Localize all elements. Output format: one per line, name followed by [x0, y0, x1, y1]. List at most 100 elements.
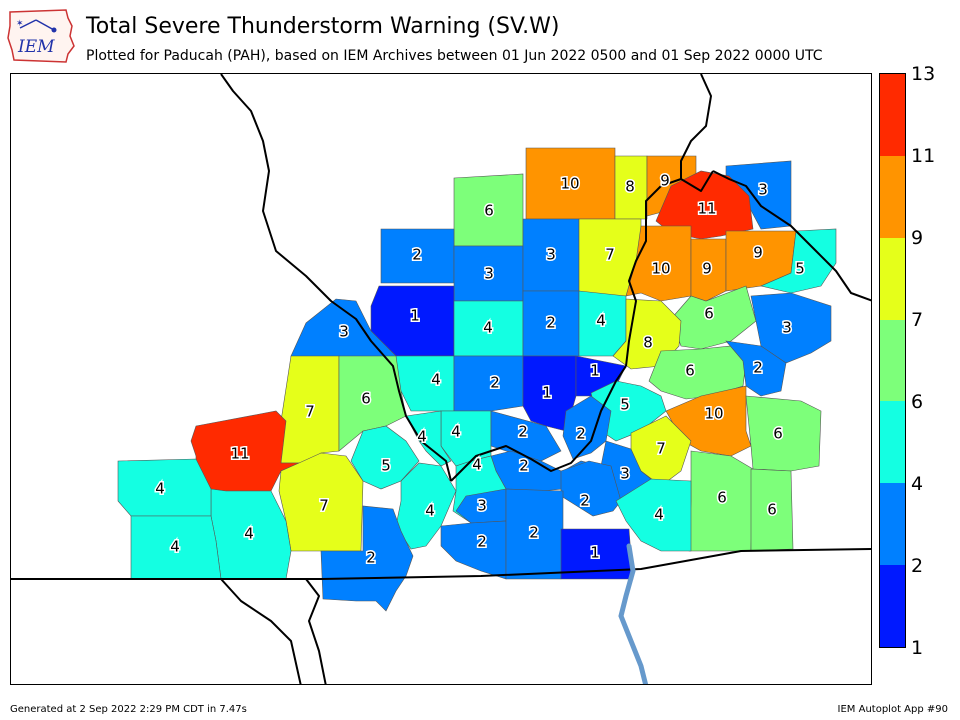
county-count-label: 2: [580, 492, 590, 510]
county-polygon: [725, 340, 787, 397]
county-count-label: 6: [685, 362, 695, 380]
county-polygon: [453, 355, 524, 412]
county-count-label: 9: [753, 244, 763, 262]
app-credit: IEM Autoplot App #90: [837, 704, 948, 715]
county-count-label: 1: [410, 307, 420, 325]
county-count-label: 1: [590, 362, 600, 380]
county-count-label: 10: [651, 260, 670, 278]
colorbar-band-1-2: [880, 565, 905, 647]
colorbar-label: 13: [911, 63, 936, 85]
county-polygon: [560, 460, 622, 517]
colorbar-band-2-4: [880, 483, 905, 566]
county-count-label: 2: [412, 246, 422, 264]
county-count-label: 1: [542, 384, 552, 402]
map-panel: 6 10 8 9 3 11 2 3 3 7 10 9 9 5 1 4 2 4 6 3 8 3 4 2 1 1 6 2 7 6 5 10 6 4 2 2…: [10, 73, 872, 685]
county-count-label: 8: [643, 334, 653, 352]
county-polygon: [130, 515, 222, 580]
county-count-label: 9: [660, 172, 670, 190]
county-count-label: 6: [767, 501, 777, 519]
colorbar-label: 2: [911, 555, 924, 577]
county-count-label: 2: [519, 457, 529, 475]
county-count-label: 4: [155, 480, 165, 498]
state-border-mo-south: [305, 578, 327, 684]
county-count-label: 3: [339, 323, 349, 341]
county-count-label: 4: [483, 319, 493, 337]
county-polygon: [338, 355, 407, 452]
county-count-label: 3: [484, 265, 494, 283]
generated-timestamp: Generated at 2 Sep 2022 2:29 PM CDT in 7…: [10, 704, 247, 715]
county-count-label: 6: [484, 202, 494, 220]
county-count-label: 3: [546, 246, 556, 264]
county-count-label: 4: [451, 423, 461, 441]
county-polygon: [615, 478, 692, 552]
county-polygon: [750, 468, 794, 552]
county-count-label: 5: [795, 260, 805, 278]
county-count-label: 3: [620, 465, 630, 483]
county-count-label: 4: [244, 525, 254, 543]
county-count-label: 10: [704, 405, 723, 423]
colorbar-band-11-13: [880, 74, 905, 156]
county-count-label: 6: [717, 489, 727, 507]
county-count-label: 4: [654, 506, 664, 524]
county-count-label: 6: [361, 390, 371, 408]
page-title: Total Severe Thunderstorm Warning (SV.W): [86, 14, 560, 39]
county-polygon: [750, 292, 832, 364]
county-count-label: 2: [546, 314, 556, 332]
county-polygon: [562, 395, 612, 460]
county-count-label: 6: [773, 425, 783, 443]
county-polygon: [320, 505, 414, 612]
county-polygon: [440, 520, 507, 580]
colorbar-label: 7: [911, 309, 924, 331]
colorbar-label: 6: [911, 391, 924, 413]
county-count-label: 9: [702, 260, 712, 278]
county-polygon: [278, 452, 364, 552]
county-count-label: 4: [417, 428, 427, 446]
county-polygon: [690, 238, 727, 302]
county-count-label: 2: [576, 425, 586, 443]
county-polygon: [395, 462, 457, 550]
county-count-label: 5: [620, 396, 630, 414]
state-border-mo-ar: [220, 578, 302, 684]
logo-text: IEM: [17, 37, 55, 57]
county-count-label: 7: [319, 497, 329, 515]
colorbar-band-4-6: [880, 401, 905, 484]
state-border-il-ky: [450, 365, 627, 482]
county-polygon: [760, 228, 837, 294]
colorbar-band-7-9: [880, 237, 905, 320]
county-count-label: 7: [305, 403, 315, 421]
county-polygon: [745, 395, 822, 472]
colorbar-label: 11: [911, 145, 936, 167]
county-count-label: 4: [431, 371, 441, 389]
county-count-label: 2: [477, 533, 487, 551]
county-count-label: 11: [230, 445, 249, 463]
county-count-label: 6: [704, 305, 714, 323]
county-count-label: 2: [753, 359, 763, 377]
county-count-label: 4: [170, 538, 180, 556]
state-border-ky-tn: [11, 548, 871, 580]
state-border-mo-il: [220, 74, 452, 482]
county-count-label: 7: [605, 246, 615, 264]
county-count-label: 2: [518, 423, 528, 441]
county-count-label: 2: [366, 549, 376, 567]
county-count-label: 3: [477, 497, 487, 515]
county-count-label: 10: [560, 175, 579, 193]
page-subtitle: Plotted for Paducah (PAH), based on IEM …: [86, 48, 823, 64]
state-border-il-in: [625, 170, 714, 367]
state-border-in-north: [680, 74, 712, 179]
county-count-label: 1: [590, 544, 600, 562]
colorbar: [879, 73, 906, 648]
county-count-label: 3: [782, 319, 792, 337]
county-count-label: 4: [596, 312, 606, 330]
iem-logo: ✶ IEM: [6, 6, 76, 64]
colorbar-label: 4: [911, 473, 924, 495]
county-count-label: 7: [656, 440, 666, 458]
county-count-label: 2: [490, 374, 500, 392]
county-count-label: 11: [697, 200, 716, 218]
county-count-label: 5: [381, 457, 391, 475]
colorbar-band-9-11: [880, 155, 905, 238]
county-count-label: 2: [529, 524, 539, 542]
colorbar-label: 1: [911, 637, 924, 659]
colorbar-label: 9: [911, 227, 924, 249]
county-count-label: 3: [758, 181, 768, 199]
county-count-label: 8: [625, 178, 635, 196]
